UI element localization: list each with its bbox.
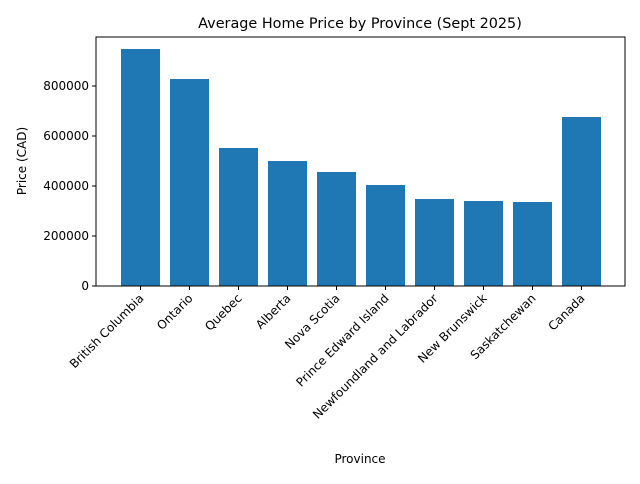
x-axis-label: Province xyxy=(334,452,385,466)
x-tick-label: Quebec xyxy=(202,291,244,333)
y-tick-label: 600000 xyxy=(43,129,89,143)
x-axis: British Columbia Ontario Quebec AlbertaNova… xyxy=(67,286,588,422)
bar xyxy=(219,148,258,286)
y-tick-label: 400000 xyxy=(43,179,89,193)
y-tick-label: 0 xyxy=(81,279,89,293)
bars-group xyxy=(121,49,601,286)
chart-title: Average Home Price by Province (Sept 202… xyxy=(198,16,522,32)
bar xyxy=(121,49,160,286)
x-tick-label: Canada xyxy=(545,291,587,333)
bar xyxy=(366,185,405,286)
y-axis-label: Price (CAD) xyxy=(15,127,29,195)
plot-frame xyxy=(95,36,626,287)
bar xyxy=(170,79,209,286)
y-axis: 0 200000 400000 600000 800000 xyxy=(43,79,96,293)
x-tick-label: British Columbia xyxy=(67,291,147,371)
bar xyxy=(513,202,552,286)
bar xyxy=(415,199,454,286)
bar xyxy=(562,117,601,286)
bar xyxy=(268,161,307,286)
y-tick-label: 200000 xyxy=(43,229,89,243)
x-tick-label: Prince Edward Island xyxy=(293,291,391,389)
bar xyxy=(464,201,503,286)
x-tick-label: Ontario xyxy=(154,291,196,333)
y-tick-label: 800000 xyxy=(43,79,89,93)
x-tick-label: Alberta xyxy=(253,291,294,332)
bar xyxy=(317,172,356,286)
